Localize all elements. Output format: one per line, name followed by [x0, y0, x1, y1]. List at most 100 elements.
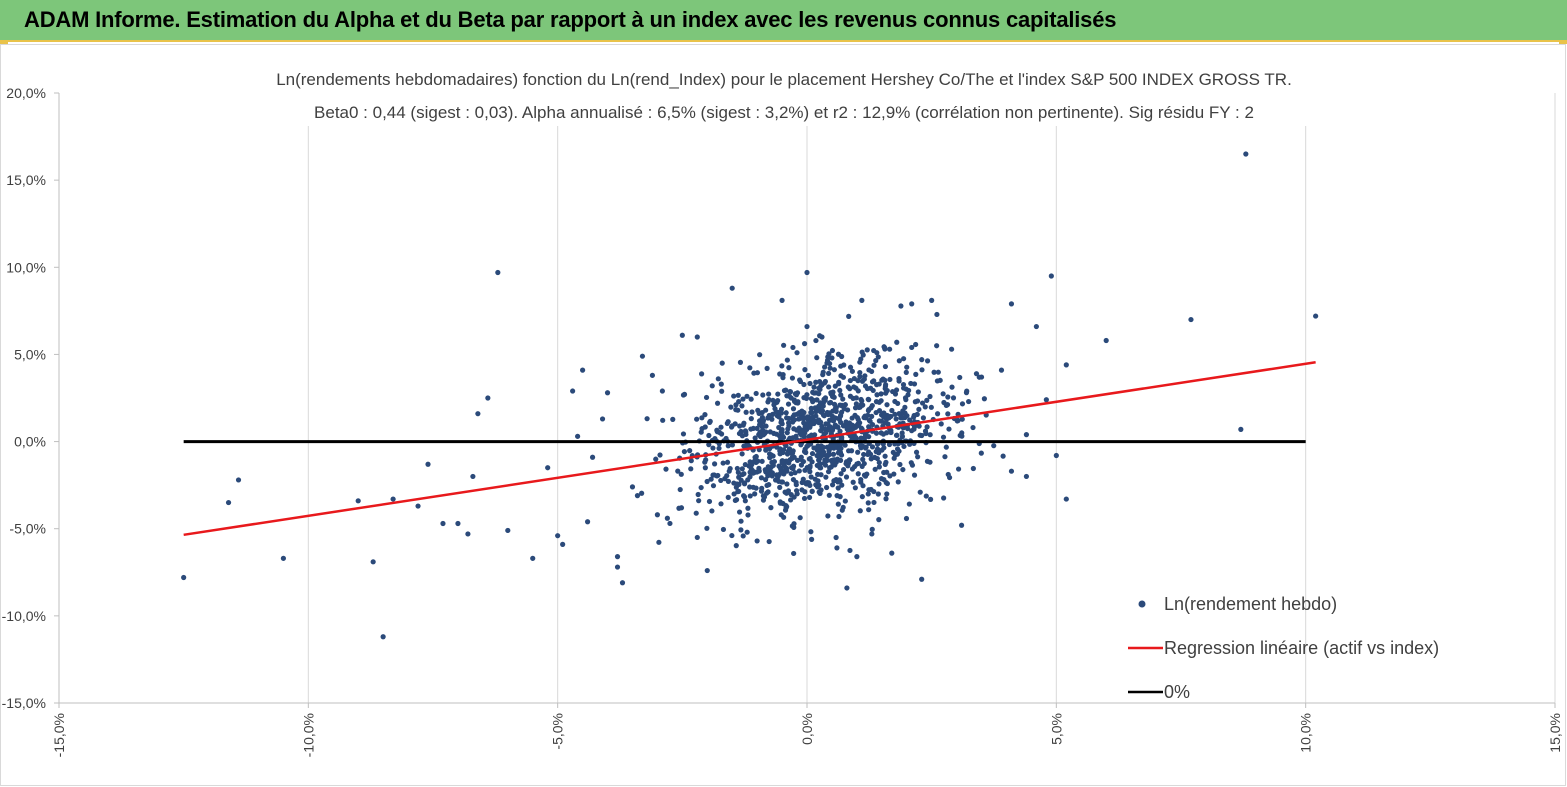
scatter-point [729, 532, 735, 539]
scatter-point [820, 369, 826, 375]
scatter-point [945, 411, 951, 417]
scatter-point [831, 367, 837, 373]
scatter-point [817, 378, 823, 385]
scatter-point [688, 466, 694, 472]
scatter-point [783, 410, 789, 416]
y-tick-label: 0,0% [14, 434, 46, 450]
scatter-point [777, 451, 783, 457]
scatter-point [766, 396, 772, 403]
scatter-point [787, 435, 793, 441]
scatter-point [756, 431, 762, 438]
scatter-point [694, 416, 700, 422]
chart-frame [0, 44, 1566, 786]
scatter-point [811, 384, 817, 390]
scatter-point [838, 471, 844, 477]
scatter-point [911, 424, 918, 430]
scatter-point [861, 472, 868, 478]
scatter-point [767, 446, 773, 452]
scatter-point [752, 435, 758, 441]
scatter-point [664, 515, 670, 521]
scatter-point [754, 538, 760, 544]
scatter-point [720, 526, 727, 533]
scatter-point [893, 432, 900, 438]
scatter-point [785, 459, 792, 465]
scatter-point [729, 285, 735, 291]
scatter-point [849, 422, 855, 428]
scatter-point [854, 554, 860, 560]
scatter-point [718, 381, 724, 387]
banner-corner-left [0, 40, 8, 44]
scatter-point [776, 414, 782, 420]
scatter-point [934, 311, 940, 318]
scatter-point [415, 503, 421, 509]
scatter-point [946, 426, 952, 432]
scatter-point [731, 491, 737, 497]
scatter-point [878, 391, 884, 397]
scatter-point [791, 550, 797, 557]
scatter-point [776, 463, 782, 469]
scatter-point [882, 363, 889, 370]
scatter-point [736, 509, 743, 515]
scatter-point [739, 451, 745, 457]
scatter-point [892, 398, 898, 405]
scatter-point [806, 494, 813, 501]
scatter-point [981, 396, 987, 402]
legend-label-points: Ln(rendement hebdo) [1164, 594, 1337, 614]
scatter-point [736, 399, 742, 405]
scatter-point [802, 467, 808, 473]
scatter-point [1063, 496, 1069, 502]
scatter-point [919, 576, 925, 582]
scatter-point [781, 463, 787, 469]
scatter-point [716, 429, 723, 435]
scatter-point [845, 424, 851, 430]
scatter-point [865, 491, 871, 497]
scatter-point [771, 430, 777, 437]
scatter-point [1243, 151, 1249, 157]
scatter-point [826, 384, 832, 390]
scatter-point [810, 399, 816, 405]
scatter-point [917, 432, 923, 438]
scatter-point [752, 491, 758, 497]
legend-label-regression: Regression linéaire (actif vs index) [1164, 638, 1439, 658]
scatter-point [724, 420, 730, 426]
scatter-point [741, 480, 747, 486]
scatter-point [935, 369, 941, 375]
y-tick-label: 20,0% [6, 85, 46, 101]
scatter-point [822, 378, 828, 385]
scatter-point [764, 365, 770, 371]
scatter-point [991, 443, 997, 449]
x-tick-label: -5,0% [550, 713, 566, 750]
scatter-point [769, 470, 775, 476]
scatter-point [909, 301, 915, 307]
scatter-point [724, 473, 730, 479]
scatter-point [827, 400, 833, 406]
scatter-point [799, 479, 805, 486]
scatter-point [901, 443, 907, 450]
scatter-point [949, 346, 955, 352]
scatter-point [865, 500, 871, 506]
scatter-point [906, 501, 912, 507]
scatter-point [794, 350, 800, 356]
scatter-point [814, 397, 820, 403]
scatter-point [949, 384, 955, 390]
scatter-point [786, 393, 793, 399]
y-tick-label: 15,0% [6, 172, 46, 188]
scatter-point [634, 493, 641, 499]
scatter-point [704, 525, 710, 531]
scatter-point [804, 323, 810, 330]
scatter-point [807, 482, 813, 488]
scatter-point [914, 398, 921, 404]
scatter-point [784, 481, 790, 487]
scatter-point [900, 466, 906, 473]
scatter-point [876, 481, 882, 487]
scatter-point [858, 401, 865, 407]
scatter-point [706, 498, 713, 505]
scatter-point [680, 431, 687, 437]
scatter-point [826, 351, 832, 357]
scatter-point [649, 372, 656, 378]
scatter-point [847, 364, 854, 370]
scatter-point [629, 484, 636, 490]
scatter-point [778, 435, 784, 441]
scatter-point [859, 463, 865, 469]
scatter-point [816, 417, 822, 423]
